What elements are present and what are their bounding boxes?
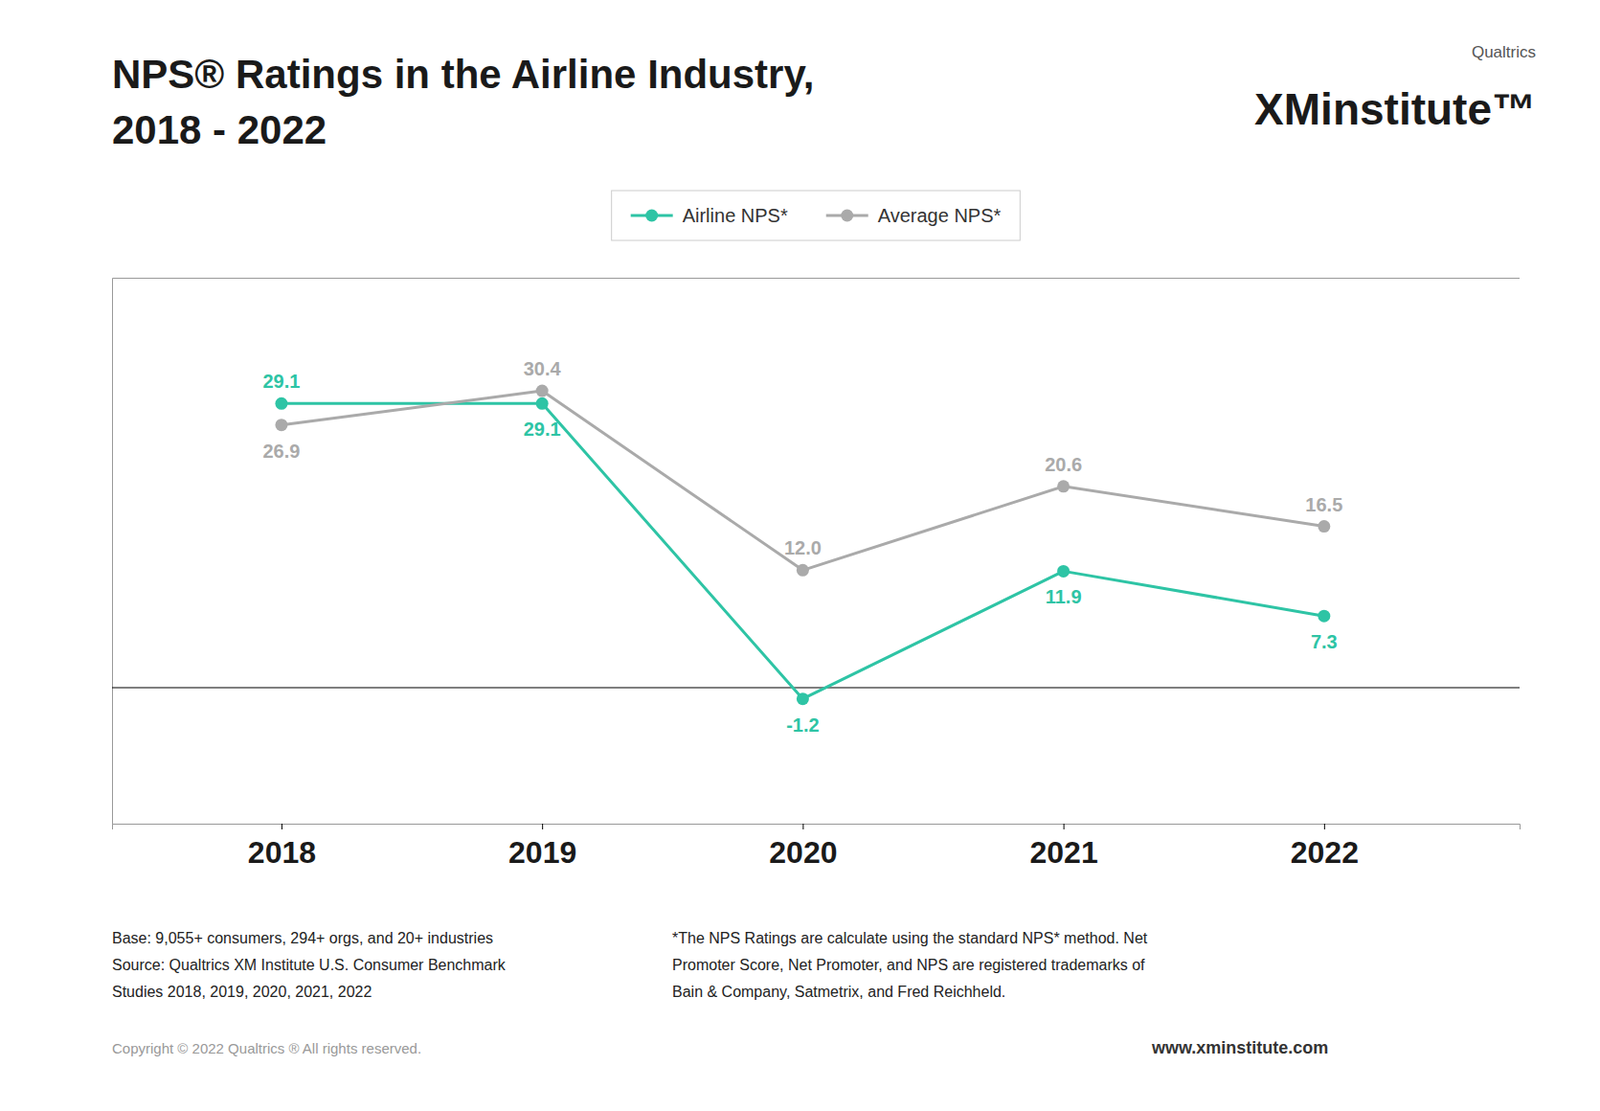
annotation: Promoter Score, Net Promoter, and NPS ar… [672, 956, 1146, 973]
point [274, 397, 288, 410]
data-label: 12.0 [784, 537, 822, 559]
tick-label: 2018 [247, 834, 316, 870]
x-tick: 2018 [247, 823, 316, 870]
data-label: 7.3 [1310, 630, 1338, 653]
data-label: 29.1 [523, 418, 562, 440]
plot: 2018201920202021202229.129.1-1.211.97.32… [112, 278, 1521, 870]
point [1317, 609, 1330, 623]
legend-label: Airline NPS* [682, 204, 789, 226]
data-label: 26.9 [262, 440, 300, 462]
annotation: Copyright © 2022 Qualtrics ® All rights … [112, 1039, 422, 1057]
tick-label: 2022 [1290, 834, 1359, 870]
point [1317, 519, 1330, 533]
annotation: Source: Qualtrics XM Institute U.S. Cons… [112, 956, 507, 973]
annotation: Base: 9,055+ consumers, 294+ orgs, and 2… [112, 929, 494, 947]
annotation: XMinstitute™ [1254, 84, 1536, 135]
data-label: 11.9 [1045, 585, 1082, 608]
tick-line [802, 823, 804, 830]
x-tick: 2022 [1290, 823, 1359, 870]
data-label: -1.2 [786, 714, 819, 736]
tick-line [1324, 823, 1326, 830]
tick-label: 2021 [1030, 834, 1099, 870]
annotation: Studies 2018, 2019, 2020, 2021, 2022 [112, 983, 372, 1000]
title: NPS® Ratings in the Airline Industry, [112, 51, 814, 97]
point [1057, 479, 1070, 493]
x-axis: 2018 2019 2020 2021 2022 [112, 823, 1521, 870]
point [796, 563, 810, 577]
x-tick: 2021 [1030, 823, 1099, 870]
point [536, 397, 549, 410]
x-tick: 2020 [768, 823, 837, 870]
data-label: 16.5 [1305, 494, 1343, 516]
x-axis-line [112, 824, 1521, 831]
legend-item: Average NPS* [826, 204, 1002, 226]
series-line [281, 403, 1325, 699]
tick-line [1063, 823, 1065, 830]
legend-frame [611, 190, 1021, 241]
marks [274, 384, 1330, 706]
data-label: 30.4 [523, 358, 563, 380]
grid-line [112, 686, 1520, 688]
point [274, 418, 288, 431]
chart: NPS® Ratings in the Airline Industry, 201… [0, 0, 1600, 1111]
point [1057, 564, 1070, 578]
annotation: *The NPS Ratings are calculate using the… [672, 929, 1149, 947]
x-tick: 2019 [508, 823, 577, 870]
annotation: Qualtrics [1471, 43, 1536, 62]
annotation: Bain & Company, Satmetrix, and Fred Reic… [672, 983, 1006, 1000]
tick-line [541, 823, 543, 830]
legend-item: Airline NPS* [630, 204, 789, 226]
y-axis-line [112, 278, 1521, 825]
legend-marker [645, 209, 658, 223]
data-label: 20.6 [1044, 453, 1082, 475]
point [536, 384, 549, 398]
tick-line [281, 823, 283, 830]
annotation: www.xminstitute.com [1150, 1037, 1329, 1058]
y-axis [112, 278, 1520, 825]
subtitle: 2018 - 2022 [112, 107, 327, 153]
series-line [281, 390, 1325, 570]
tick-label: 2019 [508, 834, 577, 870]
legend-label: Average NPS* [878, 204, 1002, 226]
point [796, 692, 810, 705]
tick-label: 2020 [768, 834, 837, 870]
legend: Airline NPS* Average NPS* [611, 190, 1021, 241]
data-labels: 29.1 29.1 -1.2 11.9 7.3 26.9 30.4 12.0 20.6 16.5 [262, 358, 1343, 736]
y-tick [112, 687, 1520, 689]
data-label: 29.1 [262, 370, 300, 392]
legend-marker [840, 209, 854, 223]
